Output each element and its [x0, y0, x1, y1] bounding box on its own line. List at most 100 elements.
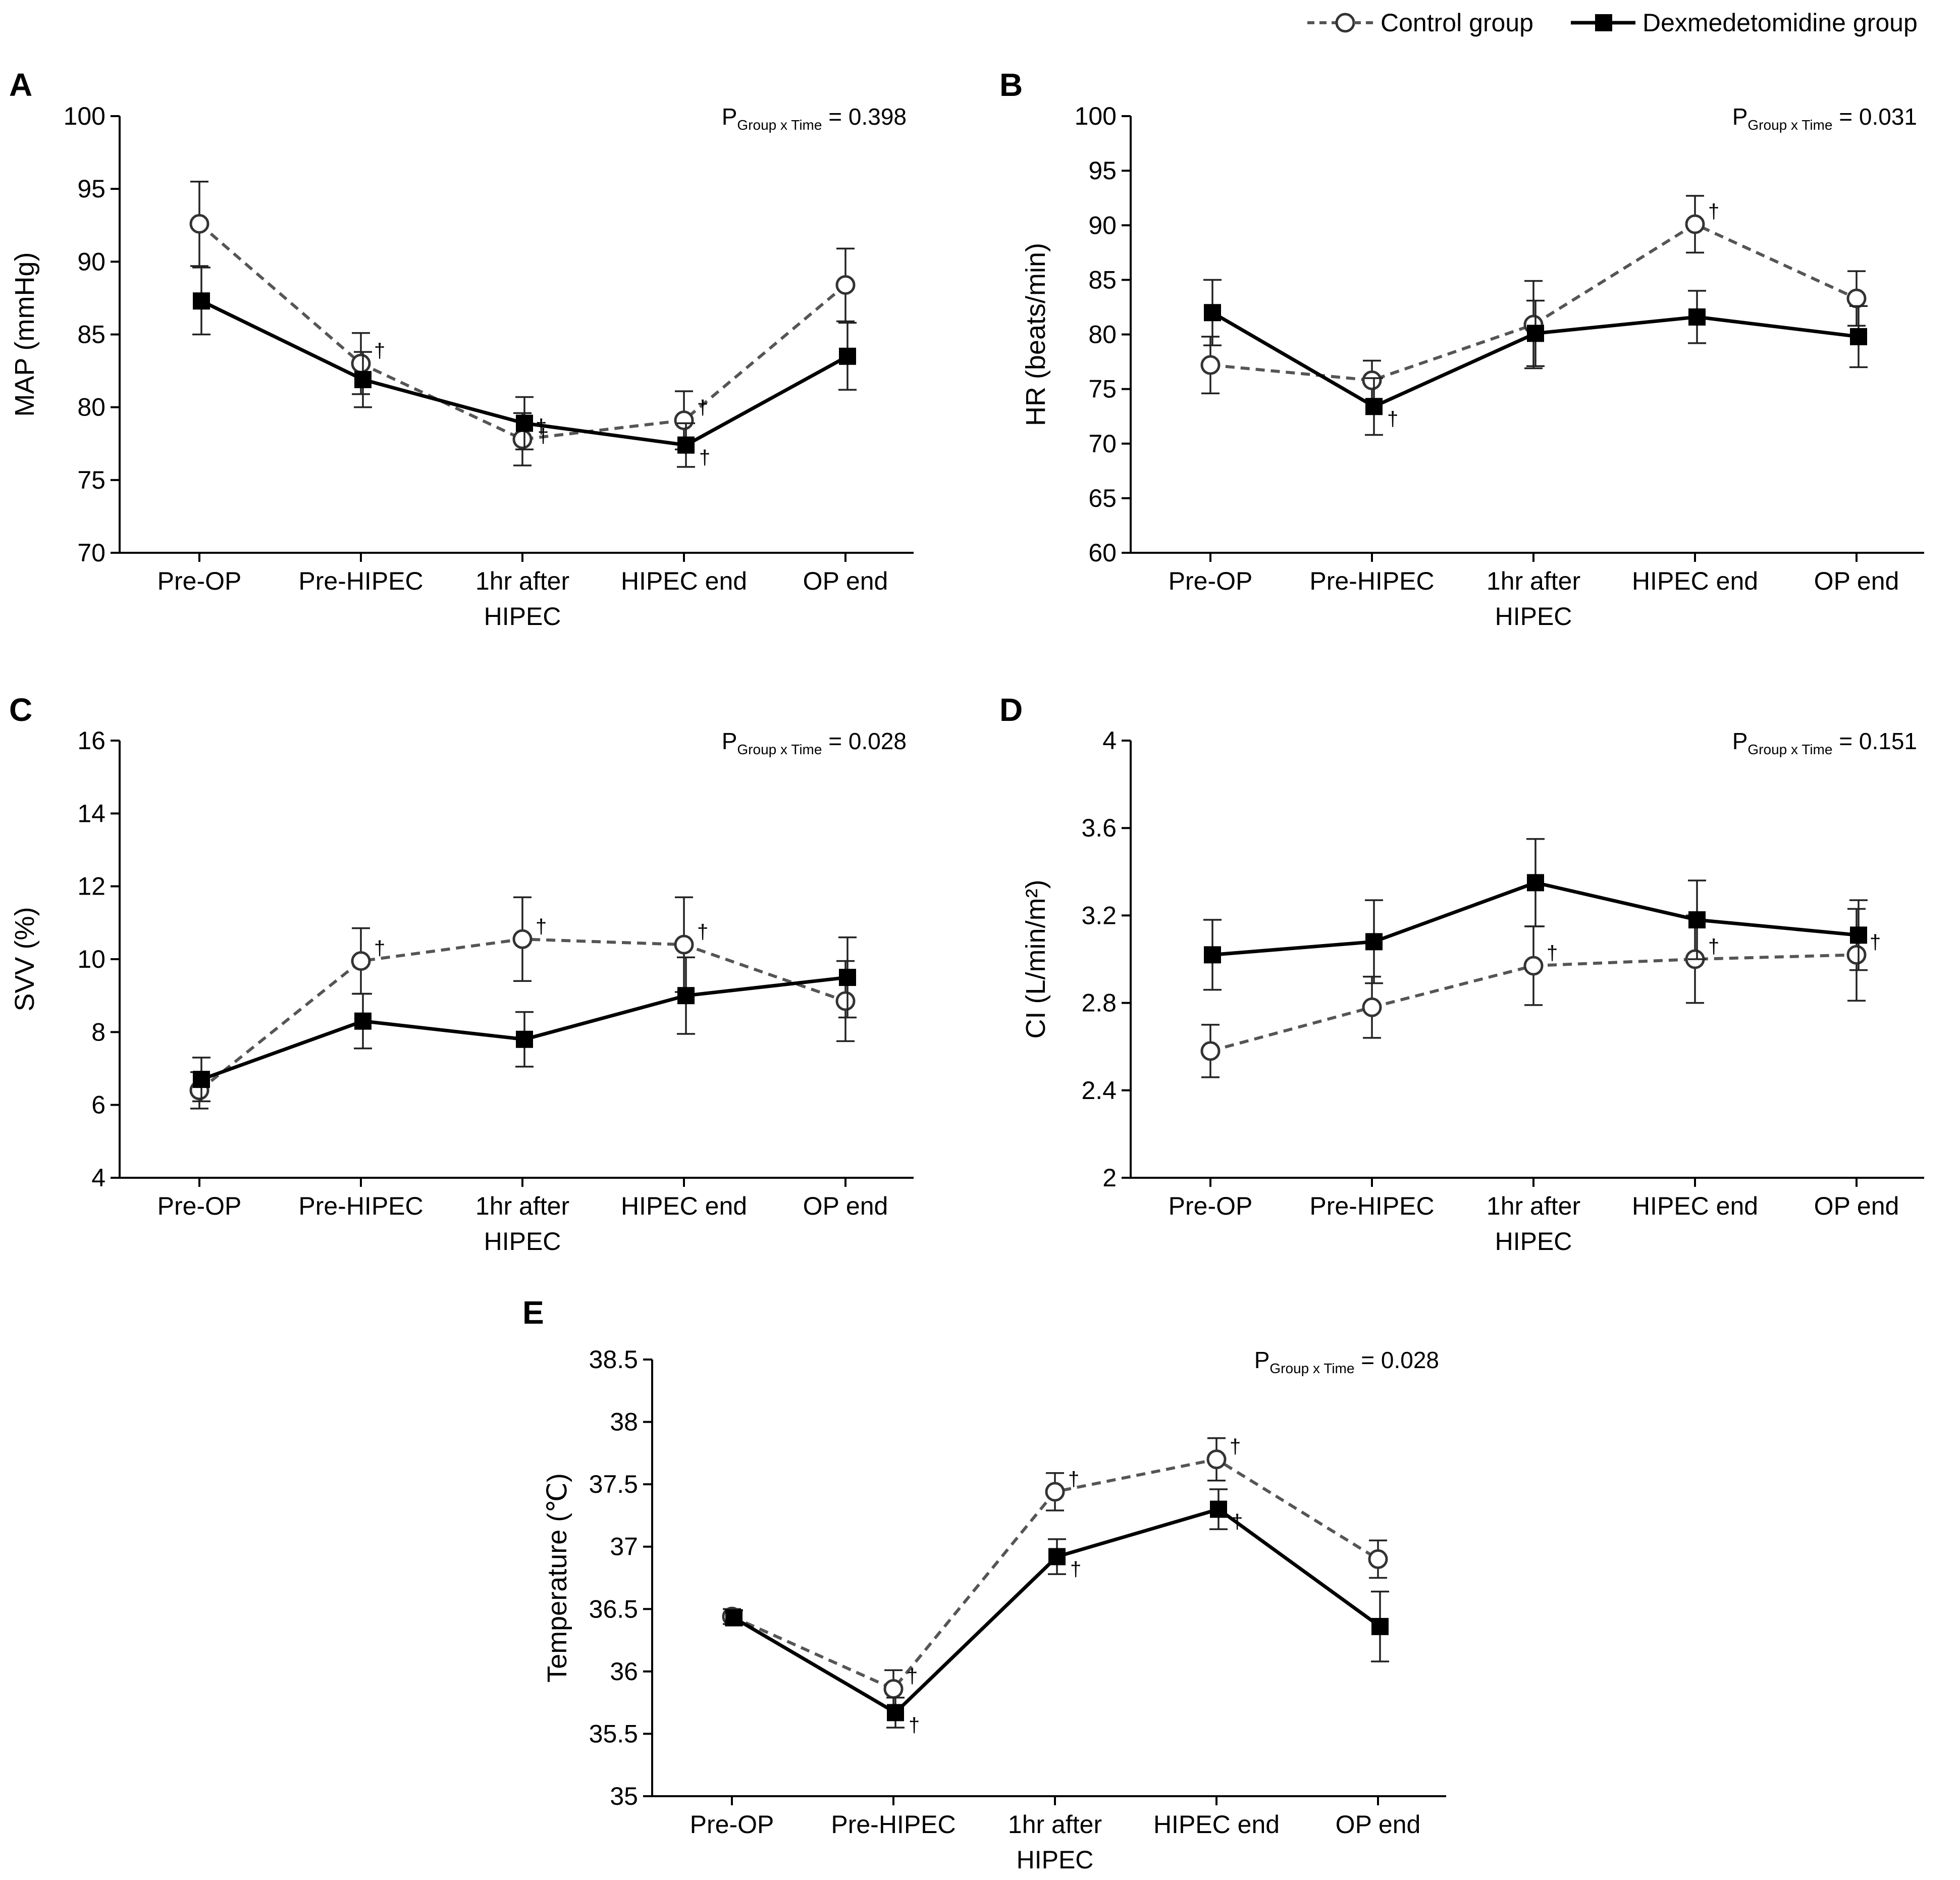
- significance-dagger: †: [907, 1665, 918, 1687]
- x-tick-label: 1hr after: [1487, 567, 1580, 595]
- y-axis-title: HR (beats/min): [1021, 243, 1051, 426]
- control-point: [1206, 1449, 1227, 1470]
- y-tick-label: 4: [1102, 726, 1117, 755]
- dex-point: [1527, 325, 1544, 342]
- x-tick-label: 1hr after: [1487, 1192, 1580, 1220]
- y-axis-title: SVV (%): [10, 907, 40, 1011]
- control-point: [512, 429, 533, 449]
- y-tick-label: 85: [1088, 266, 1117, 294]
- series-dexmedetomidine: [192, 936, 857, 1103]
- dex-point: [1688, 308, 1706, 326]
- legend: Control group Dexmedetomidine group: [1307, 9, 1918, 37]
- y-axis-title: MAP (mmHg): [10, 252, 40, 416]
- x-tick-label: HIPEC end: [1632, 1192, 1758, 1220]
- y-tick-label: 10: [77, 945, 105, 973]
- dex-point: [839, 969, 856, 986]
- dex-point: [1204, 946, 1221, 964]
- x-tick-label: 1hr after: [1008, 1810, 1102, 1839]
- series-dexmedetomidine: †: [1203, 279, 1868, 436]
- dex-point: [677, 436, 695, 454]
- y-tick-label: 36: [610, 1657, 638, 1686]
- x-tick-label: HIPEC end: [621, 1192, 747, 1220]
- control-point: [1368, 1549, 1388, 1569]
- series-dexmedetomidine: † † †: [725, 1488, 1389, 1736]
- dex-point: [1365, 933, 1383, 951]
- dex-point: [193, 1071, 210, 1088]
- dex-point: [516, 414, 533, 432]
- series-dexmedetomidine: ††: [192, 267, 857, 469]
- x-tick-label: 1hr after: [475, 1192, 569, 1220]
- dex-point: [1371, 1617, 1389, 1635]
- significance-dagger: †: [1070, 1558, 1081, 1580]
- y-tick-label: 6: [91, 1091, 105, 1119]
- y-tick-label: 65: [1088, 484, 1117, 512]
- legend-dex-marker: [1595, 14, 1612, 31]
- x-tick-label: OP end: [1336, 1810, 1421, 1839]
- y-tick-label: 38: [610, 1408, 638, 1436]
- series-control: † † †: [722, 1436, 1388, 1709]
- control-point: [674, 934, 694, 955]
- panel-letter: A: [9, 67, 32, 103]
- y-tick-label: 95: [77, 175, 105, 203]
- y-tick-label: 36.5: [589, 1595, 638, 1623]
- series-control: †††: [189, 181, 856, 466]
- legend-dex-label: Dexmedetomidine group: [1643, 9, 1918, 37]
- significance-dagger: †: [1232, 1511, 1243, 1533]
- panel-c: C 4 6 8 10 12 14 16 SVV (%) Pre-OP Pre-HIPEC 1hr af…: [9, 692, 914, 1256]
- y-tick-label: 75: [1088, 375, 1117, 403]
- x-tick-label: Pre-OP: [1169, 1192, 1253, 1220]
- control-point: [1362, 997, 1382, 1017]
- panel-b: B 60 65 70 75 80 85 90 95 100 HR (beats/min) Pre-OP…: [999, 67, 1924, 631]
- significance-dagger: †: [909, 1714, 920, 1736]
- control-point: [1846, 945, 1867, 965]
- x-tick-label: HIPEC: [484, 602, 561, 631]
- y-tick-label: 2: [1102, 1164, 1117, 1192]
- y-tick-label: 2.4: [1081, 1076, 1117, 1105]
- p-value-annotation: PGroup x Time = 0.031: [1732, 103, 1917, 133]
- dex-point: [1850, 328, 1867, 345]
- control-point: [1045, 1482, 1065, 1502]
- control-point: [835, 991, 856, 1011]
- x-tick-label: Pre-OP: [1169, 567, 1253, 595]
- significance-dagger: †: [1547, 942, 1558, 964]
- control-point: [512, 929, 533, 949]
- control-series-line: [198, 223, 846, 441]
- x-tick-label: Pre-HIPEC: [298, 1192, 423, 1220]
- y-tick-label: 12: [77, 872, 105, 901]
- control-point: [883, 1679, 904, 1699]
- control-point: [1523, 956, 1544, 976]
- y-tick-label: 85: [77, 321, 105, 349]
- y-tick-label: 4: [91, 1164, 105, 1192]
- control-point: [1200, 355, 1221, 375]
- y-tick-label: 3.6: [1081, 814, 1117, 842]
- x-tick-label: 1hr after: [475, 567, 569, 595]
- legend-control-marker: [1335, 13, 1355, 33]
- x-tick-label: HIPEC: [484, 1227, 561, 1256]
- control-point: [835, 275, 856, 295]
- p-value-annotation: PGroup x Time = 0.028: [1254, 1347, 1439, 1376]
- panel-letter: C: [9, 692, 32, 728]
- y-tick-label: 35.5: [589, 1719, 638, 1748]
- y-tick-label: 2.8: [1081, 989, 1117, 1017]
- y-tick-label: 80: [77, 393, 105, 422]
- y-tick-label: 90: [77, 247, 105, 276]
- series-control: † † †: [1200, 908, 1881, 1078]
- y-tick-label: 37: [610, 1533, 638, 1561]
- significance-dagger: †: [1708, 935, 1719, 958]
- panel-d: D 2 2.4 2.8 3.2 3.6 4 CI (L/min/m²) Pre-OP Pre-HI…: [999, 692, 1924, 1256]
- x-tick-label: Pre-HIPEC: [298, 567, 423, 595]
- p-value-annotation: PGroup x Time = 0.028: [722, 728, 907, 757]
- y-tick-label: 16: [77, 726, 105, 755]
- significance-dagger: †: [1387, 408, 1398, 430]
- x-tick-label: Pre-OP: [157, 1192, 242, 1220]
- dex-point: [354, 371, 372, 388]
- y-tick-label: 100: [64, 102, 105, 130]
- x-tick-label: OP end: [1814, 1192, 1899, 1220]
- significance-dagger: †: [1870, 931, 1881, 953]
- y-tick-label: 8: [91, 1018, 105, 1046]
- control-point: [189, 214, 209, 234]
- x-tick-label: HIPEC end: [1632, 567, 1758, 595]
- significance-dagger: †: [1708, 200, 1719, 223]
- x-tick-label: OP end: [803, 567, 888, 595]
